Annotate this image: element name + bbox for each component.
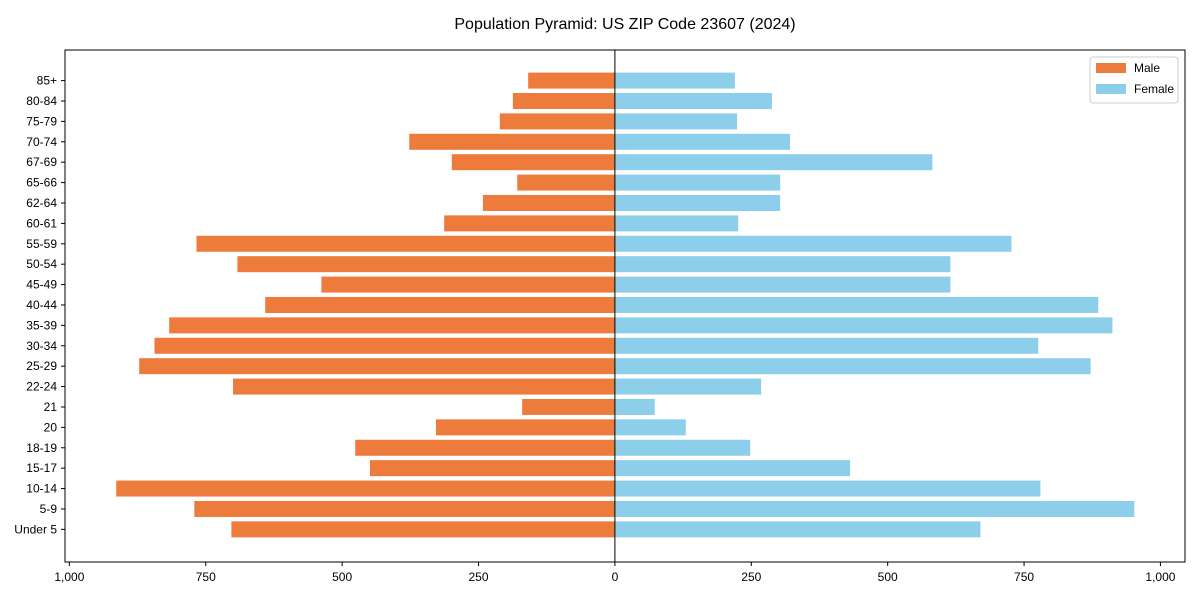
- male-bar-18-19: [355, 439, 615, 456]
- male-bar-67-69: [451, 154, 615, 171]
- male-bar-80-84: [512, 92, 615, 109]
- female-bar-15-17: [614, 460, 851, 477]
- female-bar-21: [614, 398, 655, 415]
- male-bar-62-64: [482, 194, 615, 211]
- x-tick-label: 1,000: [1145, 570, 1175, 584]
- male-bar-40-44: [265, 296, 615, 313]
- female-bar-Under 5: [614, 521, 981, 538]
- female-bar-35-39: [614, 317, 1113, 334]
- female-bar-40-44: [614, 296, 1099, 313]
- male-bar-15-17: [369, 460, 615, 477]
- x-tick-label: 500: [332, 570, 352, 584]
- female-bar-80-84: [614, 92, 773, 109]
- female-bar-85+: [614, 72, 735, 89]
- x-tick-label: 250: [741, 570, 761, 584]
- female-bar-60-61: [614, 215, 739, 232]
- y-tick-label: 50-54: [26, 257, 57, 271]
- female-bar-22-24: [614, 378, 762, 395]
- male-bar-35-39: [169, 317, 615, 334]
- legend: Male Female: [1089, 56, 1179, 104]
- female-bar-25-29: [614, 358, 1091, 375]
- female-bar-55-59: [614, 235, 1012, 252]
- female-bar-62-64: [614, 194, 781, 211]
- y-tick-label: 62-64: [26, 196, 57, 210]
- chart-title: Population Pyramid: US ZIP Code 23607 (2…: [454, 16, 795, 33]
- x-tick-label: 1,000: [54, 570, 84, 584]
- male-bar-10-14: [116, 480, 615, 497]
- y-tick-label: 55-59: [26, 237, 57, 251]
- female-bar-50-54: [614, 256, 951, 273]
- y-tick-label: 65-66: [26, 176, 57, 190]
- y-tick-label: 35-39: [26, 318, 57, 332]
- y-tick-label: 5-9: [40, 502, 58, 516]
- y-tick-label: 67-69: [26, 155, 57, 169]
- male-bar-55-59: [196, 235, 615, 252]
- x-tick-label: 750: [1014, 570, 1034, 584]
- female-bar-20: [614, 419, 686, 436]
- plot-frame: [64, 49, 1186, 563]
- female-bar-5-9: [614, 500, 1135, 517]
- y-tick-label: 60-61: [26, 216, 57, 230]
- legend-swatch-male: [1096, 63, 1126, 73]
- male-bar-75-79: [499, 113, 615, 130]
- female-bar-75-79: [614, 113, 738, 130]
- female-bar-67-69: [614, 154, 933, 171]
- female-bar-45-49: [614, 276, 951, 293]
- female-bar-70-74: [614, 133, 791, 150]
- female-bar-10-14: [614, 480, 1041, 497]
- x-tick-label: 250: [469, 570, 489, 584]
- male-bar-70-74: [409, 133, 615, 150]
- y-tick-label: 22-24: [26, 380, 57, 394]
- y-tick-label: 85+: [37, 74, 57, 88]
- male-bar-21: [522, 398, 615, 415]
- y-tick-label: 21: [44, 400, 58, 414]
- x-tick-label: 750: [196, 570, 216, 584]
- female-bar-18-19: [614, 439, 751, 456]
- legend-label-male: Male: [1134, 61, 1160, 75]
- male-bar-50-54: [237, 256, 615, 273]
- male-bar-20: [435, 419, 615, 436]
- male-bar-65-66: [517, 174, 615, 191]
- male-bar-85+: [528, 72, 615, 89]
- y-tick-label: 15-17: [26, 461, 57, 475]
- y-tick-label: 80-84: [26, 94, 57, 108]
- y-tick-label: 70-74: [26, 135, 57, 149]
- male-bar-Under 5: [231, 521, 615, 538]
- x-tick-label: 0: [612, 570, 619, 584]
- female-bar-30-34: [614, 337, 1039, 354]
- male-bar-22-24: [233, 378, 615, 395]
- y-tick-label: 25-29: [26, 359, 57, 373]
- y-tick-label: 10-14: [26, 482, 57, 496]
- male-bar-45-49: [321, 276, 615, 293]
- male-bar-60-61: [444, 215, 615, 232]
- y-tick-label: 20: [44, 420, 58, 434]
- y-tick-label: 75-79: [26, 114, 57, 128]
- y-tick-label: 45-49: [26, 278, 57, 292]
- y-tick-label: 40-44: [26, 298, 57, 312]
- legend-label-female: Female: [1134, 82, 1174, 96]
- y-tick-label: 18-19: [26, 441, 57, 455]
- x-tick-label: 500: [878, 570, 898, 584]
- male-bar-30-34: [154, 337, 615, 354]
- y-tick-label: Under 5: [14, 522, 57, 536]
- male-bar-25-29: [139, 358, 615, 375]
- female-bar-65-66: [614, 174, 781, 191]
- legend-swatch-female: [1096, 84, 1126, 94]
- male-bar-5-9: [194, 500, 615, 517]
- y-tick-label: 30-34: [26, 339, 57, 353]
